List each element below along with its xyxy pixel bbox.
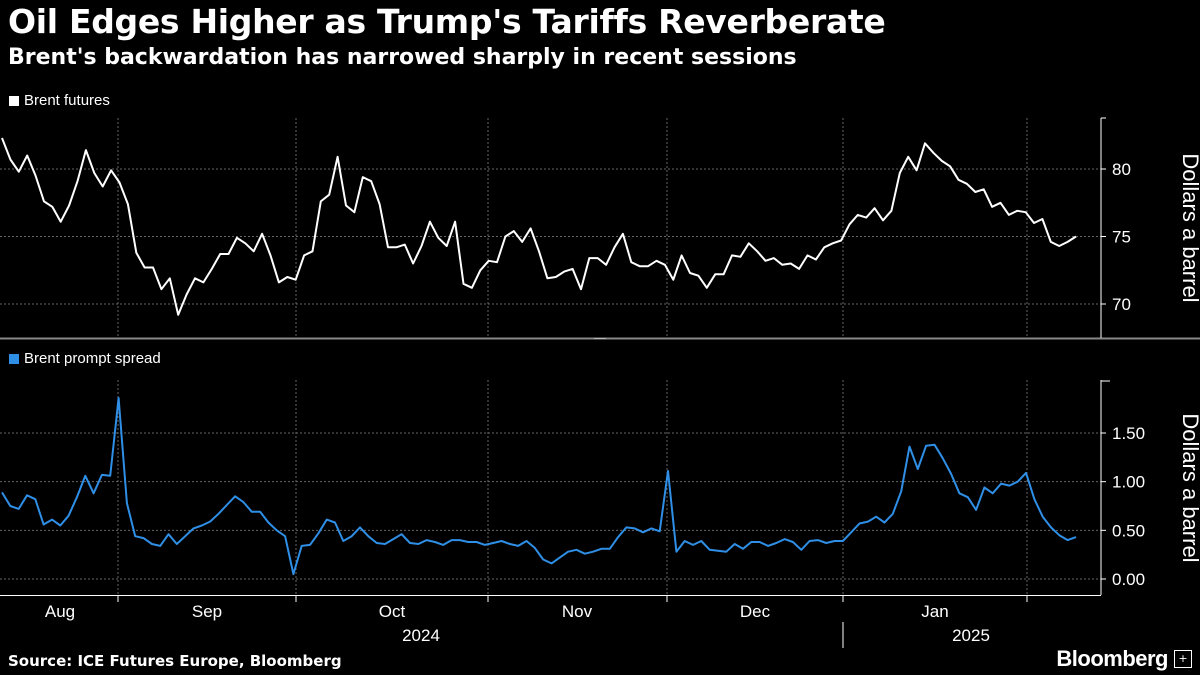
y-tick-label: 80 xyxy=(1112,160,1131,179)
y-tick-label: 1.50 xyxy=(1112,424,1145,443)
x-month-label: Jan xyxy=(921,602,948,621)
x-month-label: Aug xyxy=(45,602,75,621)
x-month-label: Oct xyxy=(379,602,406,621)
legend-swatch-white xyxy=(9,95,19,106)
top-y-ticks: 70 75 80 xyxy=(1101,117,1131,314)
x-month-label: Dec xyxy=(740,602,771,621)
top-y-axis-title: Dollars a barrel xyxy=(1178,153,1200,302)
bottom-y-ticks: 0.00 0.50 1.00 1.50 xyxy=(1101,380,1145,589)
legend-label: Brent prompt spread xyxy=(24,350,161,367)
x-month-label: Sep xyxy=(192,602,222,621)
source-note: Source: ICE Futures Europe, Bloomberg xyxy=(8,652,342,670)
y-tick-label: 70 xyxy=(1112,295,1131,314)
prompt-spread-line xyxy=(1,397,1077,576)
y-tick-label: 75 xyxy=(1112,228,1131,247)
x-year-label: 2025 xyxy=(952,626,990,645)
legend-prompt-spread: Brent prompt spread xyxy=(9,350,161,367)
y-tick-label: 0.50 xyxy=(1112,521,1145,540)
top-grid xyxy=(0,118,1101,338)
x-month-label: Nov xyxy=(562,602,593,621)
bottom-grid xyxy=(0,380,1101,595)
brent-futures-line xyxy=(1,137,1077,316)
x-axis: Aug Sep Oct Nov Dec Jan 2024 2025 xyxy=(45,595,1028,648)
bloomberg-logo: Bloomberg xyxy=(1056,646,1168,671)
y-tick-label: 0.00 xyxy=(1112,570,1145,589)
legend-brent-futures: Brent futures xyxy=(9,92,110,109)
x-year-label: 2024 xyxy=(402,626,440,645)
legend-label: Brent futures xyxy=(24,92,110,109)
chart-subtitle: Brent's backwardation has narrowed sharp… xyxy=(8,45,797,70)
bottom-y-axis-title: Dollars a barrel xyxy=(1178,413,1200,562)
y-tick-label: 1.00 xyxy=(1112,473,1145,492)
chart-title: Oil Edges Higher as Trump's Tariffs Reve… xyxy=(8,2,886,41)
brand-square-icon: + xyxy=(1174,650,1192,668)
legend-swatch-blue xyxy=(9,353,19,364)
